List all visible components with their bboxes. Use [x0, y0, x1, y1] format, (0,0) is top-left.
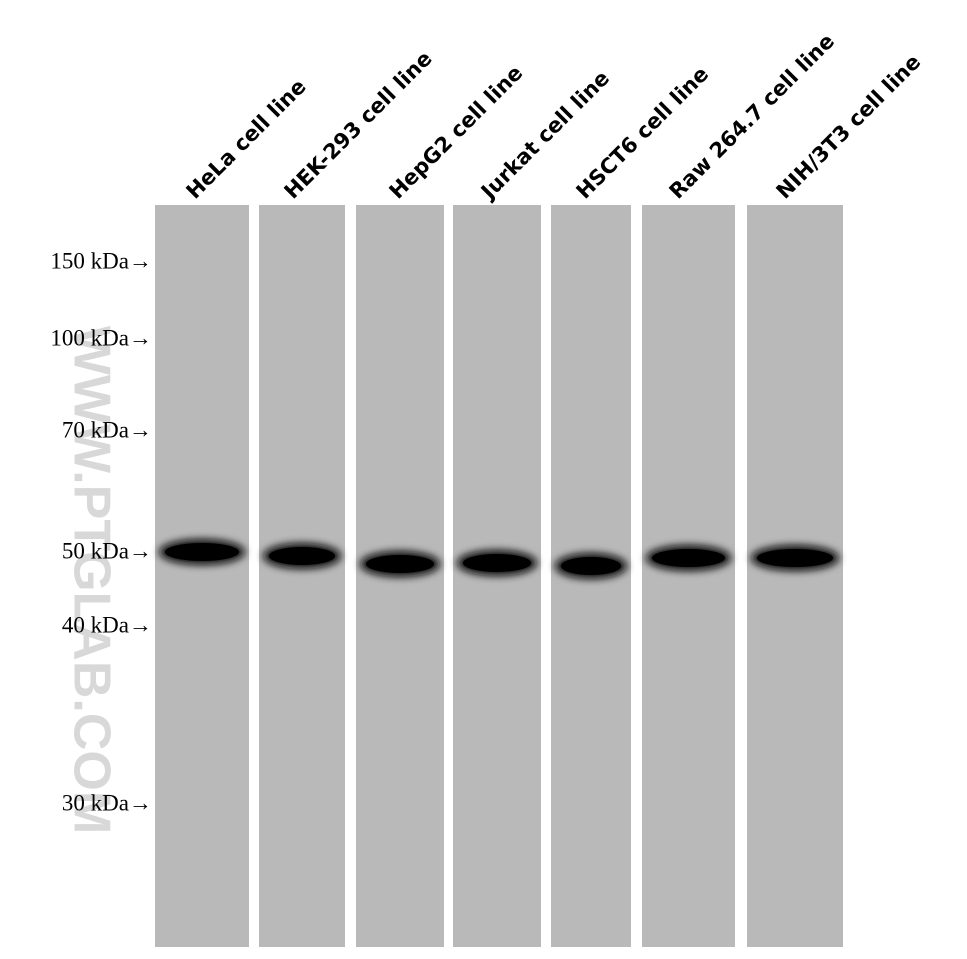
band-core — [366, 555, 434, 573]
band-core — [165, 543, 239, 561]
marker-label: 70 kDa→ — [62, 417, 152, 442]
band-core — [652, 549, 725, 567]
band-core — [757, 549, 833, 567]
marker-label: 30 kDa→ — [62, 790, 152, 815]
marker-label: 40 kDa→ — [62, 612, 152, 637]
lane — [747, 205, 843, 947]
lane — [642, 205, 735, 947]
marker-label: 100 kDa→ — [50, 325, 152, 350]
marker-label: 50 kDa→ — [62, 538, 152, 563]
lane — [155, 205, 249, 947]
marker-label: 150 kDa→ — [50, 248, 152, 273]
band-core — [463, 554, 531, 572]
band-core — [269, 547, 335, 565]
lane — [259, 205, 345, 947]
watermark: WWW.PTGLAB.COM — [62, 326, 120, 834]
band-core — [561, 557, 621, 575]
